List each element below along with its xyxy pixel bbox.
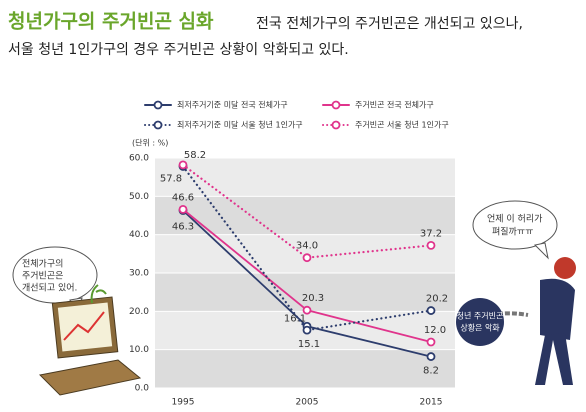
legend-label: 주거빈곤 서울 청년 1인가구 xyxy=(355,120,449,130)
x-tick-label: 1995 xyxy=(172,398,195,408)
y-tick-label: 30.0 xyxy=(129,269,149,279)
legend-marker xyxy=(153,120,163,130)
badge-text: 청년 주거빈곤 xyxy=(457,311,504,321)
sprout xyxy=(90,284,107,304)
y-tick-label: 60.0 xyxy=(129,154,149,164)
point xyxy=(302,325,312,335)
legend-label: 최저주거기준 미달 서울 청년 1인가구 xyxy=(177,120,303,130)
value-label: 8.2 xyxy=(423,366,439,377)
legs xyxy=(535,333,573,385)
plot: 0.0 10.0 20.0 30.0 40.0 50.0 60.0 1995 2005 2015 4… xyxy=(129,100,455,408)
legend-marker xyxy=(331,120,341,130)
value-label: 16.1 xyxy=(284,313,306,324)
point xyxy=(302,253,312,263)
y-tick-label: 20.0 xyxy=(129,307,149,317)
band xyxy=(155,273,455,312)
band xyxy=(155,158,455,197)
badge xyxy=(456,298,504,346)
bubble-text: 주거빈곤은 xyxy=(22,271,63,282)
legend-label: 최저주거기준 미달 전국 전체가구 xyxy=(177,100,288,110)
y-tick-label: 0.0 xyxy=(135,384,150,394)
point xyxy=(426,240,436,250)
laptop-illustration xyxy=(12,246,142,396)
series-line xyxy=(181,163,433,259)
bubble-tail xyxy=(533,242,549,260)
value-label: 20.3 xyxy=(302,293,324,304)
series-line xyxy=(181,165,433,332)
laptop-base xyxy=(38,359,142,396)
bubble-text: 펴질까ㅠㅠ xyxy=(492,226,533,238)
x-tick-label: 2015 xyxy=(420,398,443,408)
badge-text: 상황은 악화 xyxy=(460,323,500,333)
value-label: 34.0 xyxy=(296,241,318,252)
head xyxy=(554,257,576,279)
subtitle-line: 서울 청년 1인가구의 경우 주거빈곤 상황이 악화되고 있다. xyxy=(8,42,349,58)
y-tick-label: 50.0 xyxy=(129,192,149,202)
legend-marker xyxy=(153,100,163,110)
point xyxy=(426,352,436,361)
y-tick-label: 10.0 xyxy=(129,345,149,355)
trend-drawing xyxy=(63,311,105,341)
value-label: 58.2 xyxy=(184,150,206,161)
x-tick-label: 2005 xyxy=(296,398,319,408)
person-illustration xyxy=(456,200,576,385)
value-label: 46.3 xyxy=(172,222,194,233)
subtitle-line: 전국 전체가구의 주거빈곤은 개선되고 있으나, xyxy=(256,16,523,32)
speech-bubble xyxy=(472,200,558,250)
band xyxy=(155,349,455,388)
screen-inner xyxy=(57,302,113,352)
bubble-text: 개선되고 있어. xyxy=(22,282,77,294)
point xyxy=(178,204,188,214)
body xyxy=(540,278,575,340)
unit-label: (단위 : %) xyxy=(132,138,168,148)
bubble-text: 언제 이 허리가 xyxy=(487,213,542,225)
value-label: 37.2 xyxy=(420,228,442,239)
value-label: 46.6 xyxy=(172,192,194,203)
value-label: 12.0 xyxy=(424,325,446,336)
value-label: 57.8 xyxy=(160,173,182,184)
legend-marker xyxy=(331,100,341,110)
value-label: 15.1 xyxy=(298,339,320,350)
point xyxy=(302,305,312,315)
band xyxy=(155,196,455,235)
point xyxy=(426,306,436,315)
legend-label: 주거빈곤 전국 전체가구 xyxy=(355,100,434,110)
y-tick-label: 40.0 xyxy=(129,230,149,240)
point xyxy=(426,337,436,347)
point xyxy=(178,160,188,170)
value-label: 20.2 xyxy=(426,294,448,305)
bubble-text: 전체가구의 xyxy=(22,259,63,270)
title: 청년가구의 주거빈곤 심화 xyxy=(8,11,214,33)
